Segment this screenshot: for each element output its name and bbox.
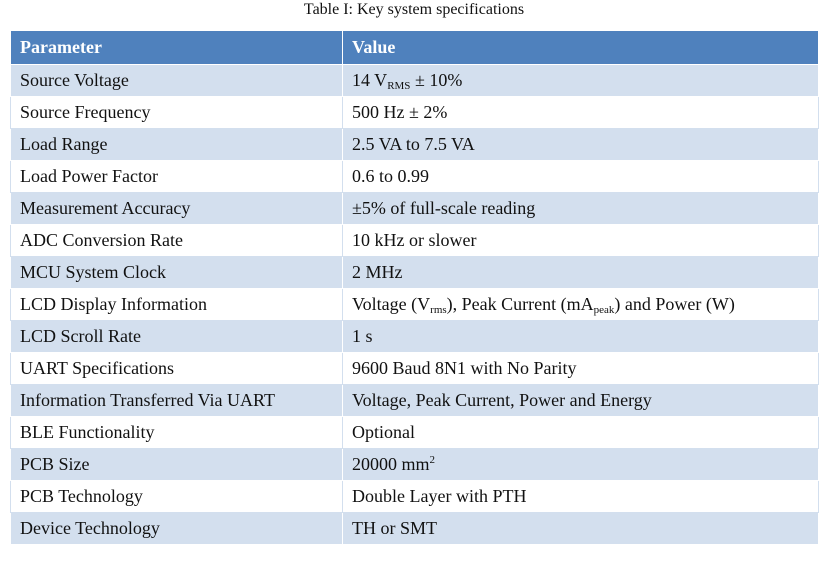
- value-cell: ±5% of full-scale reading: [342, 192, 819, 225]
- parameter-cell: PCB Size: [10, 448, 343, 481]
- parameter-cell: PCB Technology: [10, 480, 343, 513]
- specifications-table: Parameter Value Source Voltage 14 VRMS ± …: [10, 30, 819, 545]
- table-row: LCD Scroll Rate 1 s: [10, 320, 819, 353]
- subscript-text: RMS: [387, 79, 411, 92]
- parameter-cell: Load Range: [10, 128, 343, 161]
- table-row: BLE Functionality Optional: [10, 416, 819, 449]
- subscript-text: peak: [593, 303, 615, 316]
- value-text: 20000 mm: [352, 454, 430, 474]
- header-value: Value: [342, 30, 819, 65]
- parameter-cell: LCD Display Information: [10, 288, 343, 321]
- value-cell: 2 MHz: [342, 256, 819, 289]
- parameter-cell: ADC Conversion Rate: [10, 224, 343, 257]
- table-row: Information Transferred Via UART Voltage,…: [10, 384, 819, 417]
- table-header: Parameter Value: [10, 30, 819, 65]
- table-caption: Table I: Key system specifications: [303, 1, 525, 18]
- parameter-cell: UART Specifications: [10, 352, 343, 385]
- value-cell: 2.5 VA to 7.5 VA: [342, 128, 819, 161]
- value-cell: 0.6 to 0.99: [342, 160, 819, 193]
- table-row: Device Technology TH or SMT: [10, 512, 819, 545]
- parameter-cell: Measurement Accuracy: [10, 192, 343, 225]
- table-row: MCU System Clock 2 MHz: [10, 256, 819, 289]
- value-cell: 9600 Baud 8N1 with No Parity: [342, 352, 819, 385]
- parameter-cell: MCU System Clock: [10, 256, 343, 289]
- value-cell: Double Layer with PTH: [342, 480, 819, 513]
- value-text: ± 10%: [410, 69, 463, 90]
- table-row: UART Specifications 9600 Baud 8N1 with No…: [10, 352, 819, 385]
- table-row: PCB Size 20000 mm2: [10, 448, 819, 481]
- value-cell: 14 VRMS ± 10%: [342, 64, 819, 97]
- table-row: ADC Conversion Rate 10 kHz or slower: [10, 224, 819, 257]
- value-cell: 10 kHz or slower: [342, 224, 819, 257]
- value-cell: Voltage, Peak Current, Power and Energy: [342, 384, 819, 417]
- parameter-cell: Information Transferred Via UART: [10, 384, 343, 417]
- table-row: Load Power Factor 0.6 to 0.99: [10, 160, 819, 193]
- table-row: Source Voltage 14 VRMS ± 10%: [10, 64, 819, 97]
- parameter-cell: LCD Scroll Rate: [10, 320, 343, 353]
- table-body: Source Voltage 14 VRMS ± 10% Source Freque…: [10, 64, 819, 545]
- value-cell: 20000 mm2: [342, 448, 819, 481]
- header-row: Parameter Value: [10, 30, 819, 65]
- parameter-cell: Source Voltage: [10, 64, 343, 97]
- table-row: PCB Technology Double Layer with PTH: [10, 480, 819, 513]
- value-cell: 1 s: [342, 320, 819, 353]
- header-parameter: Parameter: [10, 30, 343, 65]
- value-text: Voltage (V: [352, 293, 431, 314]
- table-row: LCD Display Information Voltage (Vrms), P…: [10, 288, 819, 321]
- table-row: Source Frequency 500 Hz ± 2%: [10, 96, 819, 129]
- value-text: ) and Power (W): [614, 293, 735, 314]
- value-cell: TH or SMT: [342, 512, 819, 545]
- parameter-cell: Source Frequency: [10, 96, 343, 129]
- value-cell: Optional: [342, 416, 819, 449]
- table-row: Load Range 2.5 VA to 7.5 VA: [10, 128, 819, 161]
- value-cell: Voltage (Vrms), Peak Current (mApeak) an…: [342, 288, 819, 321]
- subscript-text: rms: [430, 303, 447, 316]
- superscript-text: 2: [429, 454, 436, 466]
- parameter-cell: Load Power Factor: [10, 160, 343, 193]
- value-text: 14 V: [352, 69, 388, 90]
- table-row: Measurement Accuracy ±5% of full-scale re…: [10, 192, 819, 225]
- value-cell: 500 Hz ± 2%: [342, 96, 819, 129]
- value-text: ), Peak Current (mA: [446, 293, 594, 314]
- parameter-cell: BLE Functionality: [10, 416, 343, 449]
- parameter-cell: Device Technology: [10, 512, 343, 545]
